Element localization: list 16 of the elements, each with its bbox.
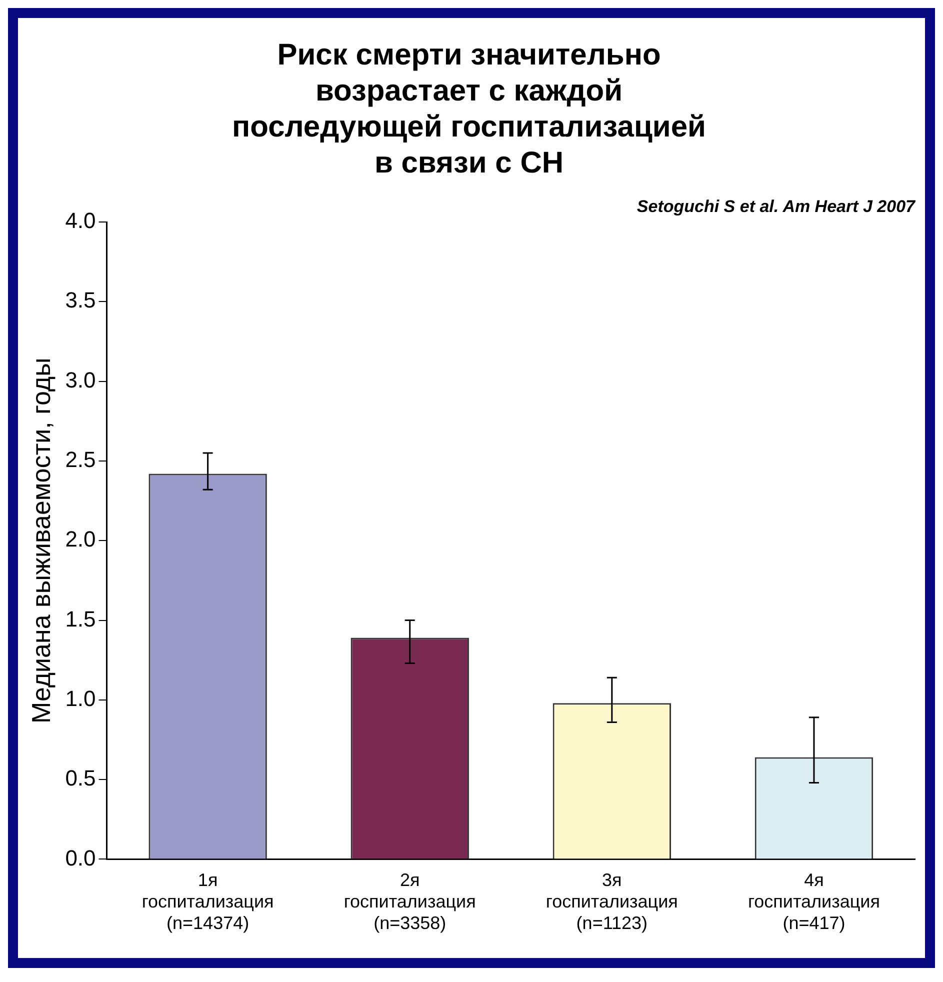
- y-tick-label: 1.0: [65, 686, 96, 711]
- y-tick-label: 2.5: [65, 447, 96, 472]
- x-tick-label: 4я госпитализация (n=417): [748, 870, 880, 934]
- text: Setoguchi S et al. Am Heart J 2007: [636, 197, 917, 216]
- y-tick-label: 4.0: [65, 208, 96, 234]
- y-tick-label: 3.0: [65, 367, 96, 392]
- x-tick-label: 1я госпитализация (n=14374): [142, 870, 274, 934]
- y-tick-label: 2.0: [65, 526, 96, 552]
- y-tick-label: 3.5: [65, 288, 96, 313]
- chart-title: Риск смерти значительно возрастает с каждой последующей госпитализацией в связи с СН: [232, 38, 706, 180]
- x-tick-label: 3я госпитализация (n=1123): [546, 870, 678, 934]
- y-tick-label: 0.0: [65, 845, 96, 870]
- y-tick-label: 0.5: [65, 766, 96, 791]
- y-tick-label: 1.5: [65, 606, 96, 632]
- x-tick-label: 2я госпитализация (n=3358): [344, 870, 476, 934]
- y-axis-title: Медиана выживаемости, годы: [26, 358, 56, 724]
